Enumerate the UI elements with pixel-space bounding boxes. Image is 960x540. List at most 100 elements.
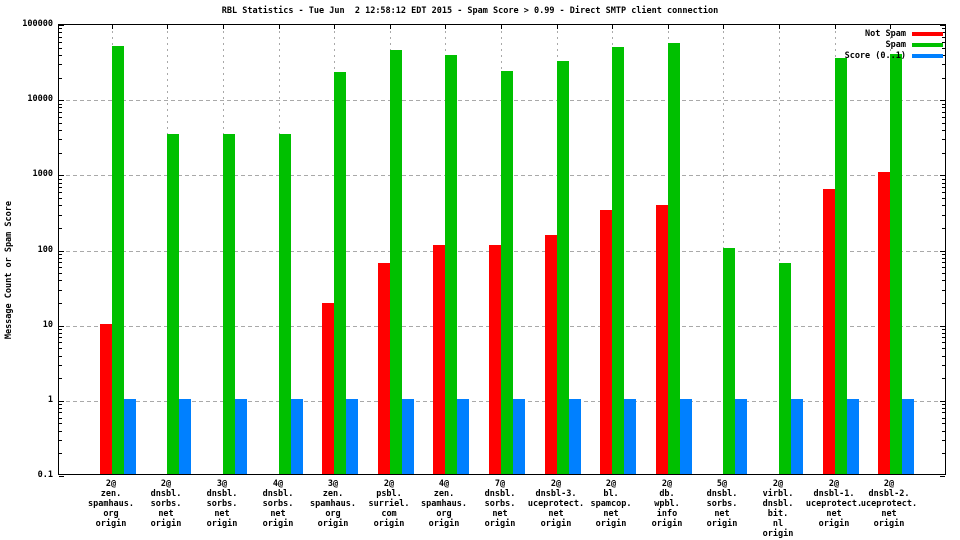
x-axis-tick bbox=[279, 25, 280, 29]
bar-score-0-1--12 bbox=[735, 399, 747, 474]
bar-spam-13 bbox=[779, 263, 791, 474]
y-axis-minor-tick bbox=[942, 290, 945, 291]
y-axis-minor-tick bbox=[59, 267, 62, 268]
y-axis-minor-tick bbox=[942, 78, 945, 79]
y-axis-major-tick bbox=[59, 326, 64, 327]
bar-spam-14 bbox=[835, 58, 847, 474]
y-axis-minor-tick bbox=[59, 228, 62, 229]
y-axis-minor-tick bbox=[59, 423, 62, 424]
bar-score-0-1--3 bbox=[235, 399, 247, 474]
y-axis-minor-tick bbox=[942, 258, 945, 259]
y-axis-major-tick bbox=[59, 25, 64, 26]
y-axis-minor-tick bbox=[59, 153, 62, 154]
bar-score-0-1--6 bbox=[402, 399, 414, 474]
y-axis-minor-tick bbox=[59, 117, 62, 118]
y-axis-major-tick bbox=[59, 100, 64, 101]
y-axis-major-tick bbox=[940, 476, 945, 477]
y-axis-minor-tick bbox=[59, 453, 62, 454]
x-category-label-7: 4@ zen. spamhaus. org origin bbox=[420, 479, 468, 529]
y-axis-minor-tick bbox=[59, 37, 62, 38]
y-axis-minor-tick bbox=[942, 408, 945, 409]
y-axis-tick-label: 10000 bbox=[27, 94, 53, 104]
bar-score-0-1--4 bbox=[291, 399, 303, 474]
y-axis-minor-tick bbox=[59, 42, 62, 43]
y-axis-minor-tick bbox=[59, 215, 62, 216]
bar-spam-4 bbox=[279, 134, 291, 474]
y-axis-major-tick bbox=[59, 401, 64, 402]
x-axis-tick bbox=[445, 25, 446, 29]
y-axis-minor-tick bbox=[59, 303, 62, 304]
y-axis-minor-tick bbox=[942, 42, 945, 43]
y-axis-minor-tick bbox=[942, 418, 945, 419]
x-axis-tick bbox=[557, 25, 558, 29]
y-axis-tick-label: 100 bbox=[37, 245, 53, 255]
x-axis-tick bbox=[723, 25, 724, 29]
y-axis-minor-tick bbox=[942, 423, 945, 424]
y-axis-minor-tick bbox=[59, 183, 62, 184]
x-axis-tick bbox=[390, 25, 391, 29]
y-axis-minor-tick bbox=[942, 273, 945, 274]
y-axis-minor-tick bbox=[942, 280, 945, 281]
x-category-label-3: 3@ dnsbl. sorbs. net origin bbox=[206, 479, 238, 529]
y-axis-minor-tick bbox=[59, 290, 62, 291]
y-axis-minor-tick bbox=[942, 28, 945, 29]
y-axis-minor-tick bbox=[942, 205, 945, 206]
y-axis-minor-tick bbox=[59, 258, 62, 259]
y-axis-minor-tick bbox=[59, 78, 62, 79]
y-axis-major-tick bbox=[940, 175, 945, 176]
bar-not-spam-11 bbox=[656, 205, 668, 474]
x-axis-tick bbox=[668, 25, 669, 29]
y-axis-minor-tick bbox=[59, 64, 62, 65]
y-axis-minor-tick bbox=[942, 228, 945, 229]
x-axis-tick bbox=[612, 25, 613, 29]
bar-score-0-1--14 bbox=[847, 399, 859, 474]
y-axis-minor-tick bbox=[59, 28, 62, 29]
bar-not-spam-6 bbox=[378, 263, 390, 474]
y-axis-minor-tick bbox=[942, 123, 945, 124]
x-axis-tick bbox=[167, 25, 168, 29]
y-axis-minor-tick bbox=[942, 356, 945, 357]
y-axis-minor-tick bbox=[59, 179, 62, 180]
bar-spam-6 bbox=[390, 50, 402, 474]
bar-not-spam-8 bbox=[489, 245, 501, 474]
x-category-label-15: 2@ dnsbl-2. uceprotect. net origin bbox=[860, 479, 918, 529]
y-axis-major-tick bbox=[59, 175, 64, 176]
y-axis-minor-tick bbox=[59, 356, 62, 357]
bar-not-spam-5 bbox=[322, 303, 334, 474]
y-axis-minor-tick bbox=[942, 139, 945, 140]
x-category-label-9: 2@ dnsbl-3. uceprotect. net origin bbox=[527, 479, 585, 529]
y-axis-minor-tick bbox=[59, 418, 62, 419]
y-axis-minor-tick bbox=[942, 117, 945, 118]
y-axis-minor-tick bbox=[59, 348, 62, 349]
y-axis-major-tick bbox=[940, 251, 945, 252]
y-axis-minor-tick bbox=[942, 262, 945, 263]
x-category-label-6: 2@ psbl. surriel. com origin bbox=[368, 479, 410, 529]
y-axis-minor-tick bbox=[942, 267, 945, 268]
chart-title: RBL Statistics - Tue Jun 2 12:58:12 EDT … bbox=[221, 6, 719, 16]
y-axis-minor-tick bbox=[942, 187, 945, 188]
y-axis-minor-tick bbox=[59, 262, 62, 263]
y-axis-minor-tick bbox=[942, 112, 945, 113]
y-axis-major-tick bbox=[59, 476, 64, 477]
legend-row: Not Spam bbox=[845, 28, 943, 39]
y-axis-minor-tick bbox=[59, 440, 62, 441]
y-axis-minor-tick bbox=[942, 440, 945, 441]
legend-row: Score (0..1) bbox=[845, 50, 943, 61]
y-axis-minor-tick bbox=[59, 404, 62, 405]
y-axis-tick-label: 1000 bbox=[32, 169, 53, 179]
y-axis-minor-tick bbox=[59, 123, 62, 124]
y-axis-minor-tick bbox=[942, 254, 945, 255]
y-axis-minor-tick bbox=[942, 192, 945, 193]
bar-score-0-1--13 bbox=[791, 399, 803, 474]
y-axis-title: Message Count or Spam Score bbox=[4, 200, 14, 340]
bar-spam-15 bbox=[890, 54, 902, 474]
y-axis-minor-tick bbox=[942, 130, 945, 131]
y-axis-minor-tick bbox=[942, 153, 945, 154]
legend-label: Spam bbox=[885, 39, 906, 50]
y-axis-minor-tick bbox=[59, 187, 62, 188]
plot-area: Not Spam Spam Score (0..1) bbox=[58, 24, 946, 477]
x-category-label-1: 2@ zen. spamhaus. org origin bbox=[87, 479, 135, 529]
bar-spam-5 bbox=[334, 72, 346, 474]
y-axis-major-tick bbox=[940, 25, 945, 26]
